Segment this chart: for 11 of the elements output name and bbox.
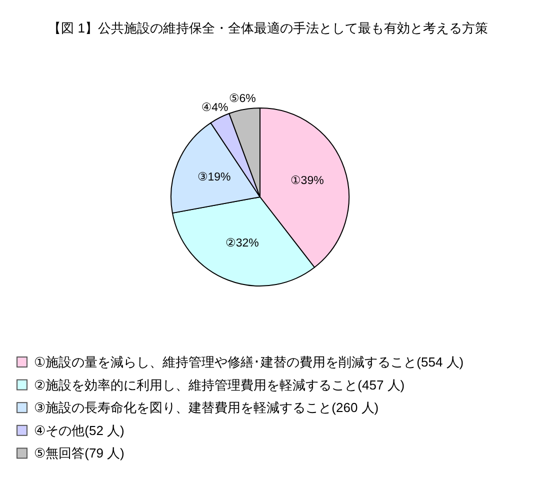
data-label: ③19% (197, 172, 231, 184)
data-label: ⑤6% (228, 92, 256, 105)
legend-label: ①施設の量を減らし、維持管理や修繕･建替の費用を削減すること(554 人) (34, 354, 464, 370)
data-label: ①39% (290, 174, 324, 187)
legend-label: ④その他(52 人) (34, 422, 124, 438)
legend-label: ⑤無回答(79 人) (34, 446, 124, 461)
chart-title: 【図 1】公共施設の維持保全・全体最適の手法として最も有効と考える方策 (48, 20, 488, 36)
data-label: ④4% (201, 102, 228, 114)
legend-label: ②施設を効率的に利用し、維持管理費用を軽減すること(457 人) (34, 377, 405, 392)
data-label: ②32% (226, 238, 259, 250)
legend-label: ③施設の長寿命化を図り、建替費用を軽減すること(260 人) (34, 400, 379, 416)
